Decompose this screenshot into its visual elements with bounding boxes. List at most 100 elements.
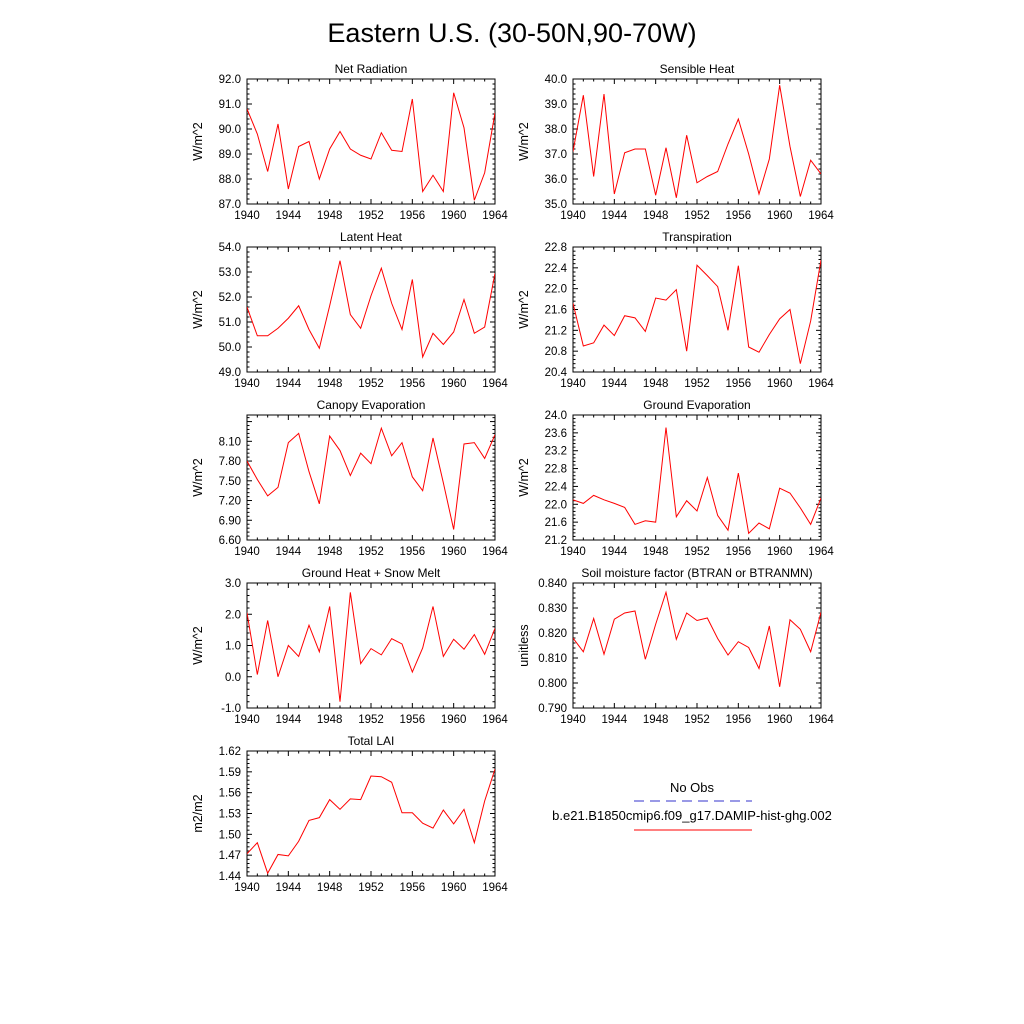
x-tick-label: 1940	[234, 378, 260, 390]
y-tick-label: 0.0	[225, 672, 241, 684]
y-tick-label: 3.0	[225, 578, 241, 590]
chart-panel: Transpiration W/m^2 1940 1944 1948 1952 1956 19…	[517, 230, 834, 390]
y-tick-label: 1.53	[219, 809, 241, 821]
y-tick-label: 49.0	[219, 367, 241, 379]
y-tick-label: 0.810	[538, 653, 567, 665]
x-tick-label: 1964	[808, 546, 834, 558]
y-tick-label: 22.8	[545, 464, 567, 476]
x-tick-label: 1952	[358, 378, 384, 390]
y-tick-label: 6.90	[219, 515, 241, 527]
x-tick-label: 1956	[726, 714, 752, 726]
x-tick-label: 1948	[317, 714, 343, 726]
chart-panel: Soil moisture factor (BTRAN or BTRANMN) u…	[517, 566, 834, 726]
y-tick-label: 1.59	[219, 767, 241, 779]
y-tick-label: 1.50	[219, 829, 241, 841]
y-tick-label: 22.0	[545, 499, 567, 511]
x-tick-label: 1956	[400, 378, 426, 390]
chart-panel: Latent Heat W/m^2 1940 1944 1948 1952 1956 1960…	[191, 230, 508, 390]
x-tick-label: 1952	[684, 714, 710, 726]
x-tick-label: 1952	[684, 378, 710, 390]
x-tick-label: 1944	[602, 714, 628, 726]
y-tick-label: 1.0	[225, 641, 241, 653]
x-tick-label: 1940	[234, 714, 260, 726]
y-tick-label: 0.790	[538, 703, 567, 715]
x-tick-label: 1964	[808, 378, 834, 390]
x-tick-label: 1964	[808, 210, 834, 222]
x-tick-label: 1960	[441, 714, 467, 726]
x-tick-label: 1964	[482, 714, 508, 726]
panel-title: Ground Heat + Snow Melt	[302, 566, 441, 580]
panel-title: Ground Evaporation	[643, 398, 750, 412]
legend: No Obs b.e21.B1850cmip6.f09_g17.DAMIP-hi…	[552, 780, 832, 831]
x-tick-label: 1952	[684, 546, 710, 558]
x-tick-label: 1944	[276, 210, 302, 222]
y-tick-label: 0.830	[538, 603, 567, 615]
x-tick-label: 1952	[358, 210, 384, 222]
chart-panel: Total LAI m2/m2 1940 1944 1948 1952 1956 1960 19…	[191, 734, 508, 894]
y-tick-label: 24.0	[545, 410, 567, 422]
x-tick-label: 1940	[234, 210, 260, 222]
x-tick-label: 1964	[482, 546, 508, 558]
y-tick-label: 7.20	[219, 496, 241, 508]
y-tick-label: 89.0	[219, 149, 241, 161]
x-tick-label: 1956	[400, 882, 426, 894]
x-tick-label: 1964	[482, 210, 508, 222]
x-tick-label: 1940	[234, 546, 260, 558]
y-tick-label: 0.820	[538, 628, 567, 640]
x-tick-label: 1944	[602, 210, 628, 222]
x-tick-label: 1948	[643, 210, 669, 222]
x-tick-label: 1940	[560, 714, 586, 726]
x-tick-label: 1952	[358, 714, 384, 726]
y-tick-label: 23.6	[545, 428, 567, 440]
x-tick-label: 1948	[643, 546, 669, 558]
y-axis-label: W/m^2	[191, 122, 205, 161]
y-tick-label: 22.4	[545, 263, 568, 275]
legend-obs-label: No Obs	[670, 780, 715, 795]
y-tick-label: 0.840	[538, 578, 567, 590]
y-tick-label: 1.44	[219, 871, 242, 883]
series-line	[573, 590, 821, 687]
y-tick-label: 92.0	[219, 74, 241, 86]
y-tick-label: 7.50	[219, 476, 241, 488]
x-tick-label: 1956	[400, 714, 426, 726]
y-tick-label: 7.80	[219, 456, 241, 468]
x-tick-label: 1964	[482, 378, 508, 390]
y-axis-label: m2/m2	[191, 794, 205, 832]
chart-panel: Ground Evaporation W/m^2 1940 1944 1948 1952 1…	[517, 398, 834, 558]
series-line	[573, 259, 821, 364]
series-line	[573, 85, 821, 198]
y-tick-label: 35.0	[545, 199, 567, 211]
y-tick-label: 87.0	[219, 199, 241, 211]
x-tick-label: 1940	[234, 882, 260, 894]
legend-model-label: b.e21.B1850cmip6.f09_g17.DAMIP-hist-ghg.…	[552, 808, 832, 823]
y-axis-label: W/m^2	[191, 290, 205, 329]
x-tick-label: 1956	[400, 210, 426, 222]
x-tick-label: 1944	[602, 378, 628, 390]
panel-title: Total LAI	[348, 734, 395, 748]
y-tick-label: -1.0	[221, 703, 241, 715]
x-tick-label: 1964	[482, 882, 508, 894]
x-tick-label: 1948	[317, 546, 343, 558]
y-axis-label: W/m^2	[517, 458, 531, 497]
y-tick-label: 90.0	[219, 124, 241, 136]
y-axis-label: W/m^2	[517, 290, 531, 329]
y-tick-label: 1.56	[219, 788, 241, 800]
x-tick-label: 1940	[560, 378, 586, 390]
x-tick-label: 1960	[767, 546, 793, 558]
y-tick-label: 38.0	[545, 124, 567, 136]
y-tick-label: 51.0	[219, 317, 241, 329]
chart-panel: Net Radiation W/m^2 1940 1944 1948 1952 1956 19…	[191, 62, 508, 222]
y-tick-label: 20.8	[545, 346, 567, 358]
x-tick-label: 1944	[276, 714, 302, 726]
x-tick-label: 1952	[358, 882, 384, 894]
series-line	[573, 427, 821, 535]
y-tick-label: 2.0	[225, 609, 241, 621]
x-tick-label: 1956	[726, 378, 752, 390]
y-tick-label: 6.60	[219, 535, 241, 547]
y-tick-label: 40.0	[545, 74, 567, 86]
y-axis-label: W/m^2	[191, 626, 205, 665]
x-tick-label: 1960	[767, 210, 793, 222]
y-tick-label: 20.4	[545, 367, 568, 379]
y-tick-label: 21.2	[545, 325, 567, 337]
